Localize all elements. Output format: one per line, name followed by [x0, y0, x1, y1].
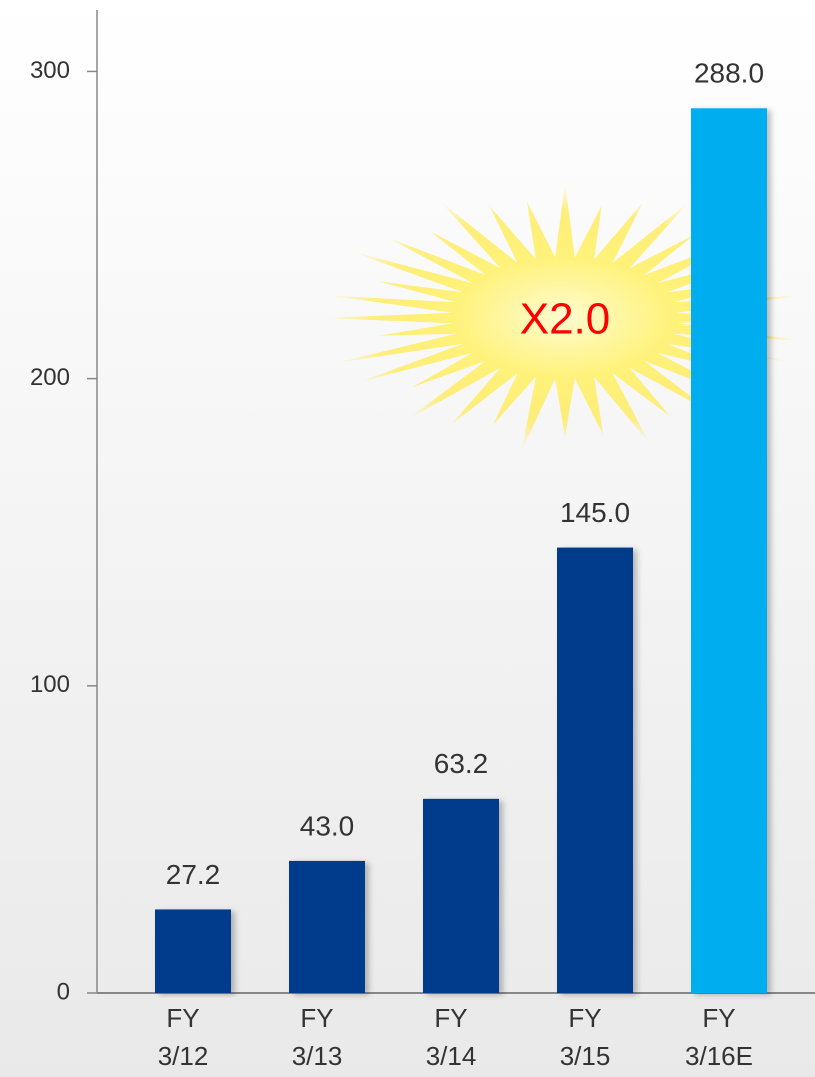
- y-tick-label: 300: [30, 57, 70, 84]
- y-tick-label: 200: [30, 364, 70, 391]
- x-tick-label: 3/12: [158, 1041, 209, 1071]
- x-tick-label: 3/16E: [685, 1041, 753, 1071]
- value-label: 288.0: [694, 58, 764, 89]
- x-tick-label: FY: [166, 1003, 199, 1033]
- annotation: X2.0: [520, 295, 611, 344]
- bar: [691, 108, 767, 994]
- bar: [289, 860, 365, 993]
- x-tick-label: FY: [434, 1003, 467, 1033]
- value-label: 145.0: [560, 497, 630, 528]
- starburst: [322, 183, 805, 451]
- x-tick-label: 3/14: [426, 1041, 477, 1071]
- value-label: 63.2: [434, 748, 489, 779]
- bar: [423, 798, 499, 993]
- bar: [155, 909, 231, 993]
- x-tick-label: FY: [568, 1003, 601, 1033]
- bar: [557, 547, 633, 993]
- x-tick-label: 3/15: [560, 1041, 611, 1071]
- y-tick-label: 100: [30, 671, 70, 698]
- y-tick-label: 0: [57, 978, 70, 1005]
- value-label: 43.0: [300, 810, 355, 841]
- x-tick-label: FY: [300, 1003, 333, 1033]
- value-label: 27.2: [166, 859, 221, 890]
- x-tick-label: 3/13: [292, 1041, 343, 1071]
- x-tick-label: FY: [702, 1003, 735, 1033]
